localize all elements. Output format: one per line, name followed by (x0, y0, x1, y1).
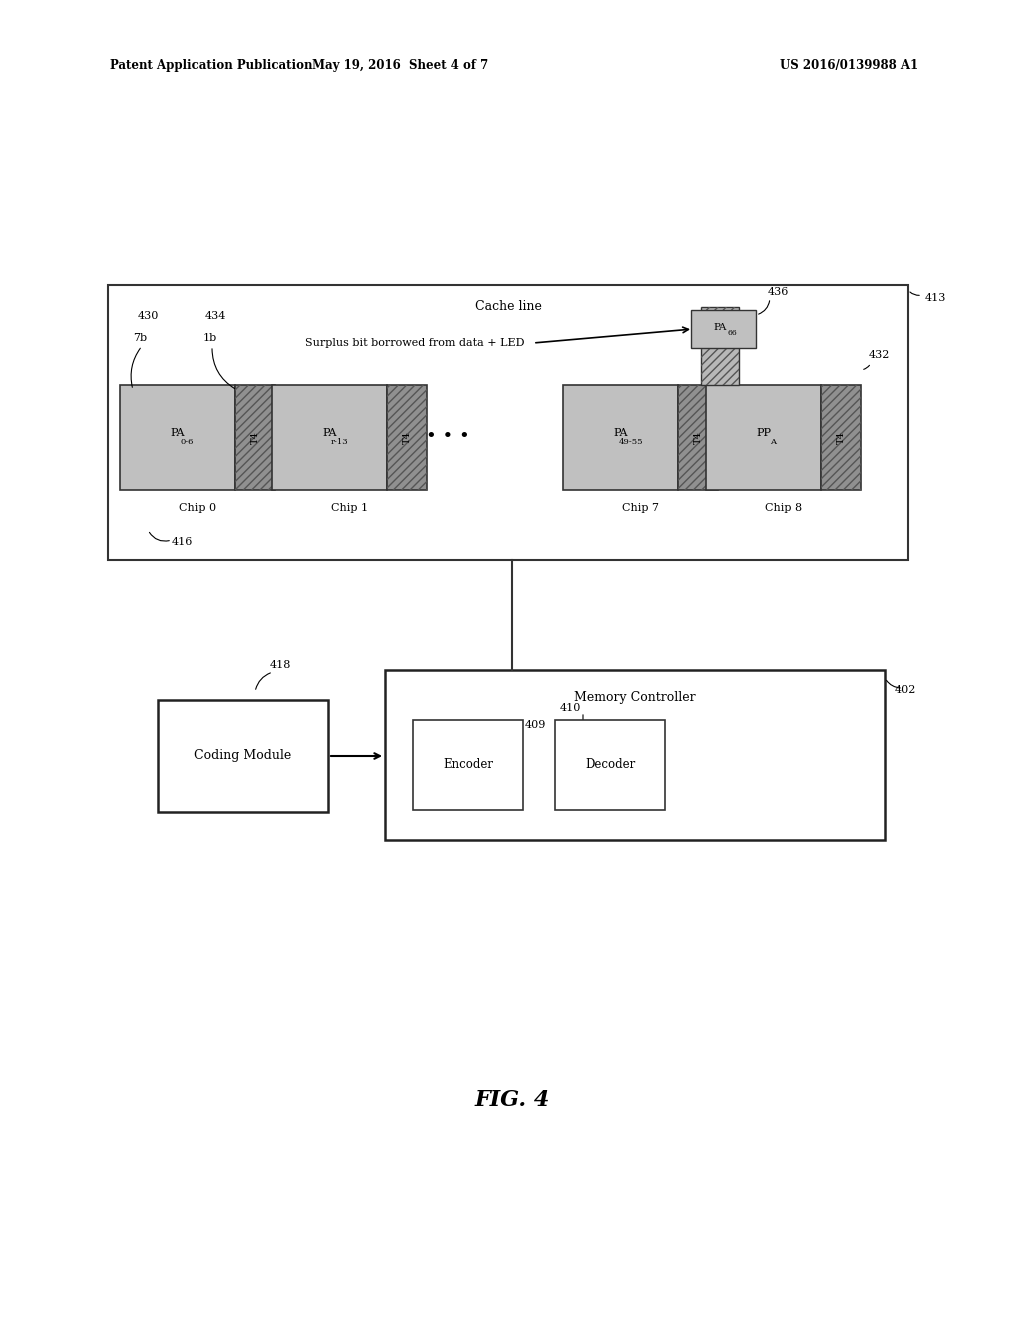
Text: 410: 410 (560, 704, 582, 713)
Text: Decoder: Decoder (585, 759, 635, 771)
Bar (821, 385, 861, 490)
Text: 7b: 7b (133, 333, 147, 343)
Text: 413: 413 (925, 293, 946, 304)
Text: FIG. 4: FIG. 4 (474, 1089, 550, 1111)
Bar (387, 385, 427, 490)
Text: 402: 402 (895, 685, 916, 696)
Bar (701, 308, 739, 385)
Text: Surplus bit borrowed from data + LED: Surplus bit borrowed from data + LED (305, 338, 524, 348)
Bar (706, 385, 821, 490)
Text: 432: 432 (869, 350, 891, 360)
Text: Chip 1: Chip 1 (331, 503, 368, 513)
Bar (234, 385, 275, 490)
Text: T4: T4 (251, 432, 259, 444)
Text: May 19, 2016  Sheet 4 of 7: May 19, 2016 Sheet 4 of 7 (312, 58, 488, 71)
Text: 434: 434 (205, 312, 225, 321)
Text: Chip 0: Chip 0 (179, 503, 216, 513)
Text: PA: PA (613, 429, 628, 438)
Bar (821, 385, 861, 490)
Text: T4: T4 (837, 432, 846, 444)
Bar (701, 308, 739, 385)
Bar (555, 719, 665, 810)
Text: US 2016/0139988 A1: US 2016/0139988 A1 (780, 58, 919, 71)
Bar (563, 385, 678, 490)
Text: 1b: 1b (203, 333, 217, 343)
Bar (385, 671, 885, 840)
Text: 66: 66 (728, 329, 737, 337)
Text: Cache line: Cache line (474, 301, 542, 314)
Text: Memory Controller: Memory Controller (574, 692, 696, 705)
Bar (691, 310, 756, 348)
Text: 418: 418 (270, 660, 292, 671)
Bar (413, 719, 523, 810)
Text: 49-55: 49-55 (618, 437, 643, 446)
Text: Encoder: Encoder (443, 759, 493, 771)
Text: 0-6: 0-6 (181, 437, 195, 446)
Text: 436: 436 (768, 286, 790, 297)
Bar (272, 385, 387, 490)
Text: Patent Application Publication: Patent Application Publication (110, 58, 312, 71)
Text: T4: T4 (402, 432, 412, 444)
Bar (120, 385, 234, 490)
Text: r-13: r-13 (331, 437, 348, 446)
Text: A: A (770, 437, 776, 446)
Text: 409: 409 (525, 719, 547, 730)
Text: PA: PA (170, 429, 184, 438)
Text: Chip 8: Chip 8 (765, 503, 802, 513)
Text: 416: 416 (172, 537, 194, 546)
Text: 430: 430 (137, 312, 159, 321)
Bar (108, 285, 908, 560)
Bar (158, 700, 328, 812)
Text: PP: PP (756, 429, 771, 438)
Text: PA: PA (323, 429, 337, 438)
Text: • • •: • • • (426, 429, 470, 446)
Bar (678, 385, 718, 490)
Text: Coding Module: Coding Module (195, 750, 292, 763)
Text: Chip 7: Chip 7 (622, 503, 659, 513)
Bar (678, 385, 718, 490)
Text: T4: T4 (693, 432, 702, 444)
Bar (387, 385, 427, 490)
Bar (234, 385, 275, 490)
Text: PA: PA (714, 322, 727, 331)
